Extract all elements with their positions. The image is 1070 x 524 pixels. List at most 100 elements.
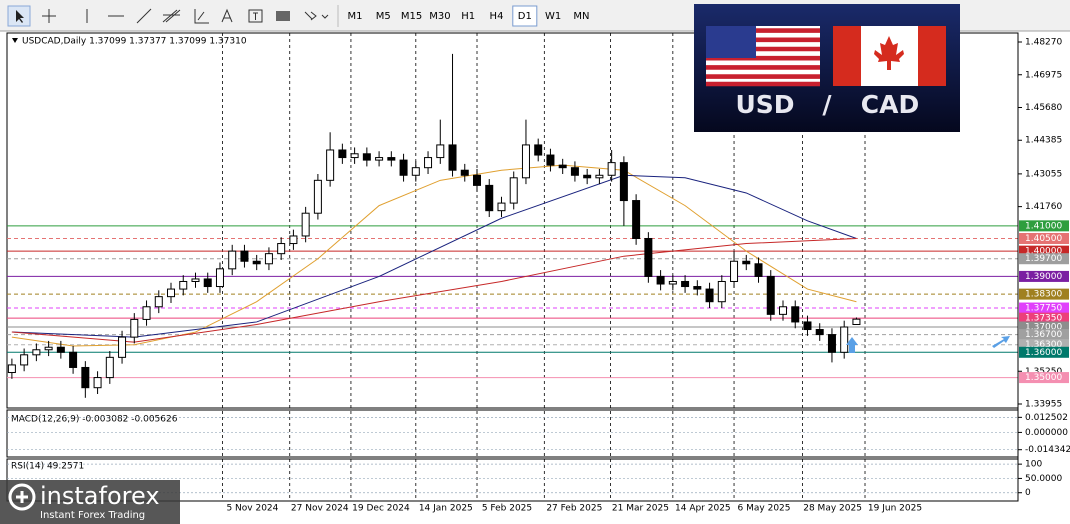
quote-currency: CAD xyxy=(861,90,919,119)
level-label-bg xyxy=(1019,302,1069,314)
flag-panel: USD / CAD xyxy=(694,4,960,132)
rect-tool[interactable] xyxy=(276,11,290,21)
level-label: 1.40500 xyxy=(1025,234,1062,244)
level-label: 1.36700 xyxy=(1025,330,1062,340)
candle-body xyxy=(69,351,78,368)
label-icon xyxy=(253,12,258,20)
cursor-icon xyxy=(16,10,24,23)
y-tick-label: 1.41760 xyxy=(1025,202,1062,212)
x-tick-label: 19 Jun 2025 xyxy=(868,504,922,514)
candle-body xyxy=(778,306,787,315)
level-label-bg xyxy=(1019,220,1069,232)
ca-bar-right xyxy=(918,26,946,86)
logo-tagline: Instant Forex Trading xyxy=(40,510,145,521)
timeframe-label: MN xyxy=(573,11,589,22)
level-label: 1.36300 xyxy=(1025,340,1062,350)
maple-leaf xyxy=(874,36,904,70)
level-label-bg xyxy=(1019,312,1069,324)
candle-body xyxy=(375,157,384,161)
level-label-bg xyxy=(1019,245,1069,257)
candle-body xyxy=(730,260,739,282)
trendline-tool[interactable] xyxy=(136,8,152,24)
label-tool[interactable] xyxy=(248,9,263,23)
candle-body xyxy=(424,157,433,169)
macd-tick-label: 0.012502 xyxy=(1025,413,1068,423)
candle-body xyxy=(215,268,224,288)
candle-body xyxy=(93,377,102,389)
candle-body xyxy=(681,280,690,288)
macd-tick-label: 0.000000 xyxy=(1025,428,1068,438)
candle-body xyxy=(509,177,518,204)
level-label: 1.41000 xyxy=(1025,221,1062,231)
level-label: 1.37750 xyxy=(1025,304,1062,314)
candle-body xyxy=(252,260,261,265)
candle-body xyxy=(203,278,212,288)
candle-body xyxy=(191,278,200,282)
candle-body xyxy=(473,174,482,186)
rsi-tick-label: 50.0000 xyxy=(1025,474,1062,484)
candle-body xyxy=(497,202,506,212)
level-label: 1.37350 xyxy=(1025,314,1062,324)
level-label-bg xyxy=(1019,329,1069,341)
candle-body xyxy=(742,260,751,265)
candle-body xyxy=(362,153,371,161)
timeframe-label: M1 xyxy=(348,11,363,22)
level-label-bg xyxy=(1019,253,1069,265)
timeframe-button[interactable] xyxy=(512,5,538,27)
ca-bar-left xyxy=(833,26,861,86)
candle-body xyxy=(840,326,849,353)
candle-body xyxy=(118,336,127,358)
candle-body xyxy=(852,318,861,325)
level-label: 1.36000 xyxy=(1025,348,1062,358)
y-tick-label: 1.48270 xyxy=(1025,38,1062,48)
candle-body xyxy=(583,174,592,179)
moving-average xyxy=(11,174,857,338)
candle-body xyxy=(326,149,335,181)
candle-body xyxy=(179,280,188,290)
candle-body xyxy=(105,356,114,379)
x-tick-label: 14 Jan 2025 xyxy=(419,504,473,514)
macd-plot xyxy=(6,409,1019,458)
level-label-bg xyxy=(1019,232,1069,244)
candle-body xyxy=(485,184,494,212)
timeframe-label: M15 xyxy=(401,11,422,22)
candle-body xyxy=(130,318,139,338)
candle-body xyxy=(791,306,800,323)
level-label-bg xyxy=(1019,321,1069,333)
level-label-bg xyxy=(1019,288,1069,300)
x-tick-label: 21 Mar 2025 xyxy=(612,504,669,514)
y-tick-label: 1.33955 xyxy=(1025,400,1062,410)
candle-body xyxy=(56,346,65,353)
candle-body xyxy=(277,243,286,255)
text-tool[interactable] xyxy=(221,8,233,23)
x-tick-label: 27 Feb 2025 xyxy=(546,504,602,514)
candle-body xyxy=(399,159,408,176)
candle-body xyxy=(460,169,469,176)
candle-body xyxy=(228,250,237,270)
x-tick-label: 5 Nov 2024 xyxy=(226,504,278,514)
candle-body xyxy=(350,153,359,159)
crosshair-tool[interactable] xyxy=(42,9,56,23)
candle-body xyxy=(595,174,604,179)
candle-body xyxy=(448,144,457,171)
us-stripes xyxy=(706,28,820,87)
fibo-tool[interactable] xyxy=(194,9,209,24)
rsi-tick-label: 100 xyxy=(1025,460,1042,470)
candle-body xyxy=(534,144,543,156)
level-label-bg xyxy=(1019,270,1069,282)
us-canton xyxy=(706,26,756,58)
timeframe-label: H4 xyxy=(490,11,504,22)
x-tick-label: 14 Apr 2025 xyxy=(675,504,731,514)
arrows-tool[interactable] xyxy=(304,11,329,21)
level-label: 1.40000 xyxy=(1025,247,1062,257)
candle-body xyxy=(289,235,298,245)
separator-slash: / xyxy=(822,90,832,119)
channel-tool[interactable] xyxy=(162,9,181,23)
chart-menu-arrow xyxy=(12,38,18,43)
candle-body xyxy=(20,354,29,366)
logo: instaforex Instant Forex Trading xyxy=(0,480,180,524)
candle-body xyxy=(338,149,347,159)
level-label: 1.37000 xyxy=(1025,323,1062,333)
candle-body xyxy=(387,157,396,161)
macd-title: MACD(12,26,9) -0.003082 -0.005626 xyxy=(11,415,178,425)
